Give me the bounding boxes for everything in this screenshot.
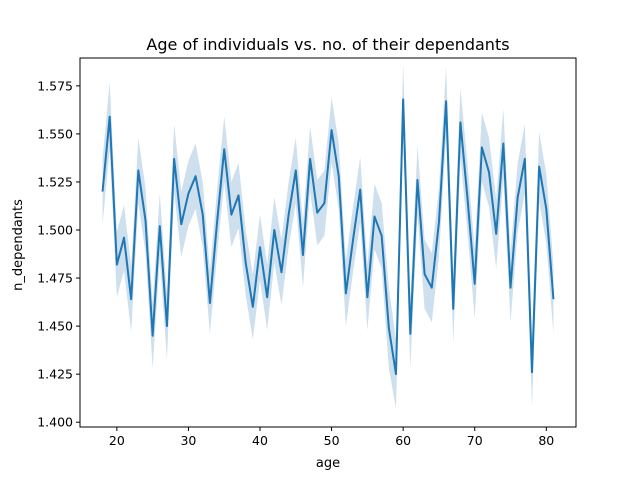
axis-ticks: 20 30 40 50 60 70 80 1.400 1.425 1.450 1.475 1.500 1… (37, 78, 554, 448)
data-point (180, 223, 182, 225)
data-point (431, 287, 433, 289)
y-tick-label: 1.500 (37, 223, 73, 238)
data-point (474, 283, 476, 285)
data-point (216, 221, 218, 223)
chart-title: Age of individuals vs. no. of their depe… (146, 35, 509, 54)
data-point (338, 175, 340, 177)
data-point (109, 116, 111, 118)
plot-area (79, 57, 577, 428)
data-point (538, 166, 540, 168)
x-tick-label: 80 (538, 433, 554, 448)
data-point (273, 229, 275, 231)
data-point (116, 264, 118, 266)
y-tick-label: 1.525 (37, 174, 73, 189)
data-point (187, 192, 189, 194)
data-point (459, 121, 461, 123)
x-tick-label: 40 (252, 433, 268, 448)
data-point (424, 273, 426, 275)
data-point (280, 271, 282, 273)
data-point (245, 262, 247, 264)
data-point (252, 306, 254, 308)
data-point (395, 373, 397, 375)
y-tick-label: 1.425 (37, 367, 73, 382)
data-point (316, 212, 318, 214)
data-point (445, 100, 447, 102)
y-tick-label: 1.575 (37, 78, 73, 93)
data-point (102, 191, 104, 193)
data-point (259, 246, 261, 248)
data-point (502, 143, 504, 145)
data-point (352, 239, 354, 241)
data-point (173, 158, 175, 160)
y-tick-label: 1.550 (37, 126, 73, 141)
data-point (381, 235, 383, 237)
data-point (137, 169, 139, 171)
data-point (524, 158, 526, 160)
data-point (366, 296, 368, 298)
data-point (345, 292, 347, 294)
data-point (552, 298, 554, 300)
data-point (402, 98, 404, 100)
series-line (101, 98, 555, 376)
data-point (209, 302, 211, 304)
data-point (488, 171, 490, 173)
data-point (388, 327, 390, 329)
data-point (123, 237, 125, 239)
x-tick-label: 30 (180, 433, 196, 448)
axes-frame (79, 57, 577, 428)
data-point (144, 219, 146, 221)
data-point (517, 196, 519, 198)
x-tick-label: 20 (109, 433, 125, 448)
y-tick-label: 1.400 (37, 415, 73, 430)
data-point (416, 179, 418, 181)
data-point (238, 194, 240, 196)
data-point (331, 129, 333, 131)
data-point (166, 325, 168, 327)
y-tick-label: 1.450 (37, 319, 73, 334)
data-point (152, 335, 154, 337)
data-point (452, 308, 454, 310)
x-tick-label: 70 (467, 433, 483, 448)
data-point (359, 189, 361, 191)
data-point (159, 225, 161, 227)
data-point (302, 254, 304, 256)
x-tick-label: 50 (324, 433, 340, 448)
data-point (438, 221, 440, 223)
y-axis-label: n_dependants (11, 199, 26, 291)
data-point (266, 296, 268, 298)
data-point (374, 216, 376, 218)
data-point (323, 202, 325, 204)
data-point (309, 158, 311, 160)
data-point (510, 287, 512, 289)
data-point (481, 146, 483, 148)
data-point (195, 175, 197, 177)
data-point (288, 214, 290, 216)
y-tick-label: 1.475 (37, 271, 73, 286)
data-point (531, 371, 533, 373)
data-point (467, 198, 469, 200)
x-tick-label: 60 (395, 433, 411, 448)
data-point (545, 208, 547, 210)
data-point (223, 148, 225, 150)
x-axis-label: age (316, 456, 340, 471)
data-point (495, 233, 497, 235)
data-point (230, 214, 232, 216)
data-point (202, 214, 204, 216)
data-point (409, 333, 411, 335)
data-point (295, 169, 297, 171)
data-point (130, 298, 132, 300)
